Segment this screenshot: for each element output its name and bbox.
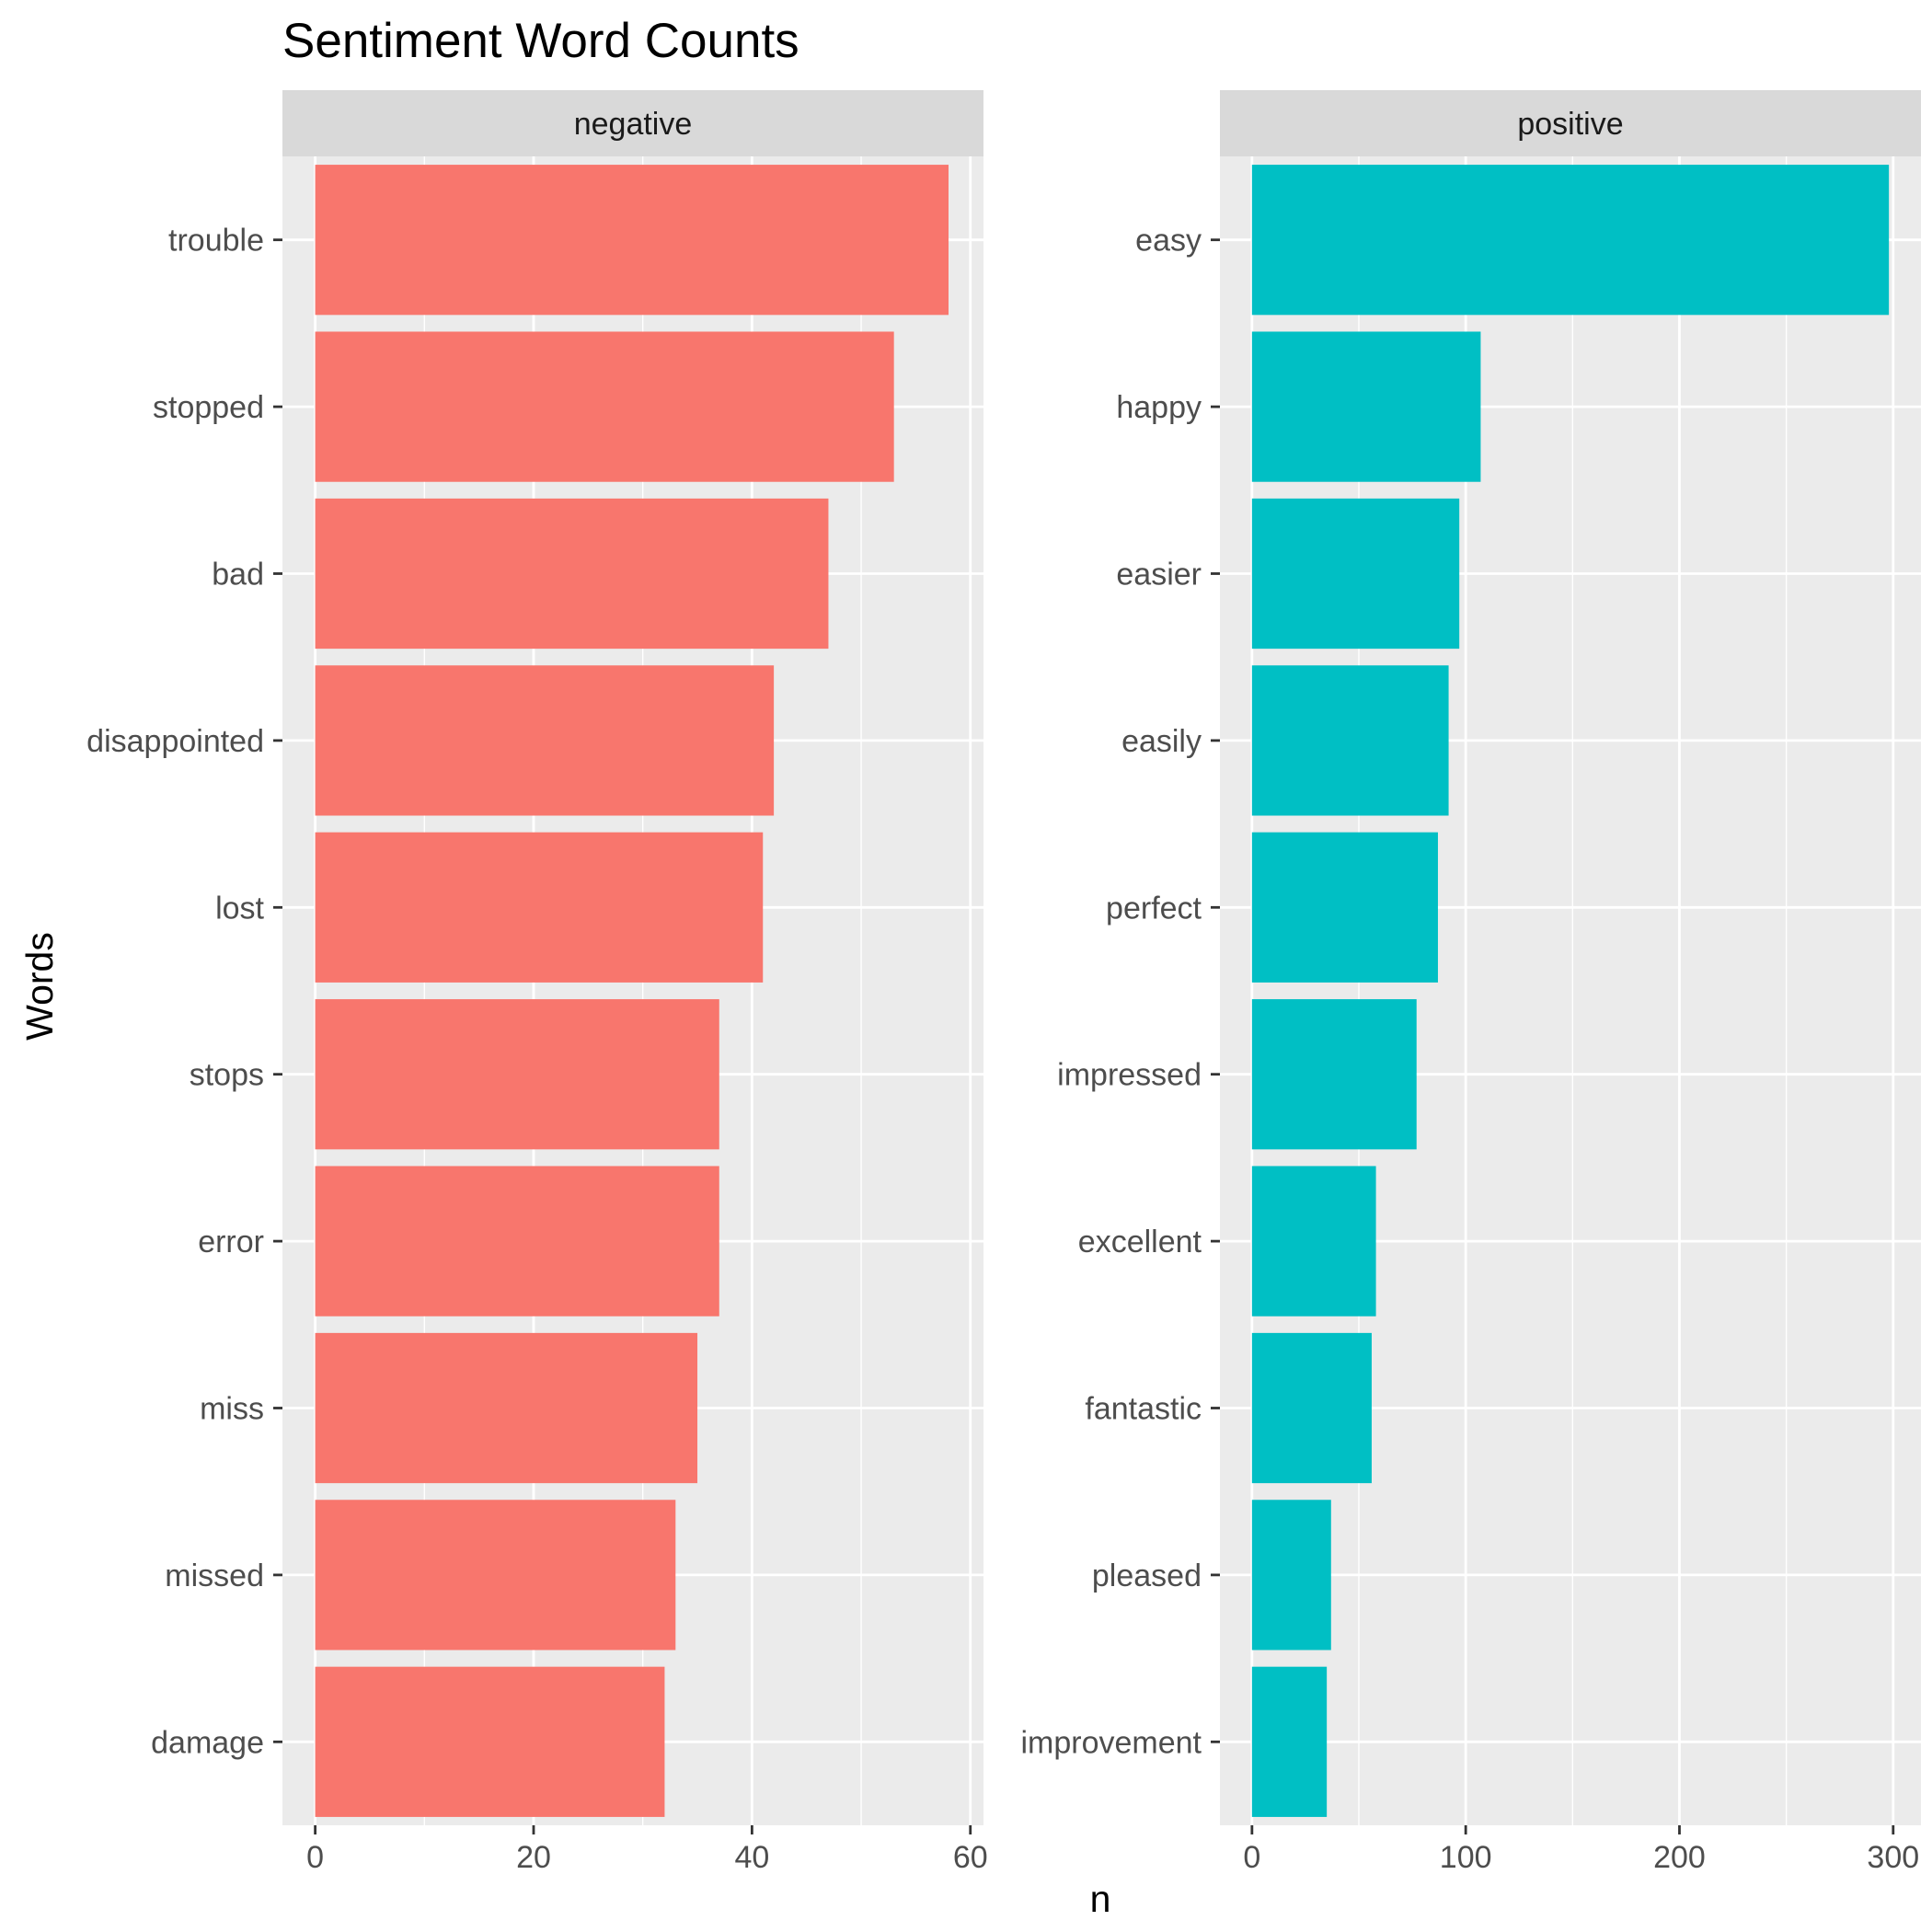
facet-negative: negative trouble stopped bad disappointed los… [86,90,988,1875]
y-tick-label-disappointed: disappointed [86,724,264,759]
bar-error [315,1166,719,1317]
bar-perfect [1251,832,1438,983]
bar-miss [315,1332,698,1484]
bar-easier [1251,498,1460,650]
y-tick-label-improvement: improvement [1020,1725,1202,1760]
y-tick-label-pleased: pleased [1092,1558,1202,1593]
bar-easy [1251,165,1890,316]
y-tick-label-easily: easily [1121,724,1202,759]
y-tick-label-lost: lost [215,891,264,926]
bar-disappointed [315,665,775,816]
facet-positive: positive easy happy easier easily perfect impr… [1020,90,1921,1875]
y-tick-label-trouble: trouble [168,224,264,259]
bar-happy [1251,331,1481,482]
x-tick-label: 100 [1440,1840,1492,1875]
y-tick-label-excellent: excellent [1078,1225,1202,1259]
y-tick-label-happy: happy [1116,390,1202,425]
x-tick-label: 300 [1867,1840,1919,1875]
y-tick-label-stops: stops [190,1058,264,1093]
y-tick-label-impressed: impressed [1057,1058,1202,1093]
y-tick-label-bad: bad [212,558,264,592]
facet-panels: negative trouble stopped bad disappointed los… [86,90,1921,1875]
bar-excellent [1251,1166,1376,1317]
facet-strip [1220,90,1921,156]
y-tick-label-miss: miss [200,1392,264,1427]
y-tick-label-fantastic: fantastic [1085,1392,1202,1427]
x-tick-label: 40 [734,1840,769,1875]
x-axis-title: n [1090,1878,1111,1920]
y-tick-label-perfect: perfect [1106,891,1202,926]
y-tick-label-error: error [198,1225,264,1259]
bar-lost [315,832,764,983]
bar-stops [315,999,719,1150]
y-tick-label-easy: easy [1135,224,1202,259]
bar-stopped [315,331,894,482]
y-axis-title: Words [18,932,61,1041]
x-tick-label: 200 [1653,1840,1706,1875]
y-tick-label-missed: missed [165,1558,264,1593]
x-tick-label: 0 [306,1840,324,1875]
bar-missed [315,1500,676,1650]
y-tick-label-damage: damage [151,1725,264,1760]
chart-title: Sentiment Word Counts [282,14,799,68]
facet-strip [282,90,983,156]
bar-impressed [1251,999,1417,1150]
y-tick-label-stopped: stopped [153,390,264,425]
facet-strip-label: negative [574,107,693,142]
y-tick-label-easier: easier [1116,558,1202,592]
x-tick-label: 60 [953,1840,988,1875]
facet-strip-label: positive [1517,107,1623,142]
bar-pleased [1251,1500,1331,1650]
bar-trouble [315,165,949,316]
bar-improvement [1251,1666,1328,1817]
x-tick-label: 20 [516,1840,551,1875]
x-tick-label: 0 [1243,1840,1260,1875]
bar-easily [1251,665,1449,816]
bar-bad [315,498,829,650]
bar-damage [315,1666,665,1817]
bar-fantastic [1251,1332,1372,1484]
